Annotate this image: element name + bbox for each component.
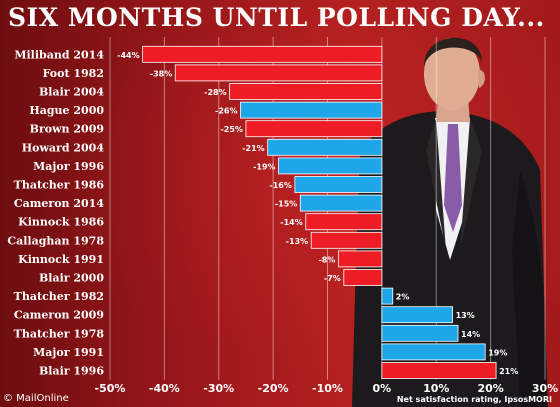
value-label-15: 14% bbox=[461, 330, 480, 339]
value-label-12: -7% bbox=[324, 274, 341, 283]
value-label-5: -21% bbox=[242, 144, 264, 153]
bar-0 bbox=[142, 45, 383, 63]
bar-15 bbox=[381, 324, 459, 342]
value-label-16: 19% bbox=[488, 348, 507, 357]
category-label-6: Major 1996 bbox=[33, 160, 104, 173]
category-label-13: Thatcher 1982 bbox=[14, 290, 104, 303]
category-label-17: Blair 1996 bbox=[39, 365, 104, 378]
x-tick-label-7: 20% bbox=[477, 382, 503, 395]
value-label-0: -44% bbox=[117, 51, 139, 60]
source-note: Net satisfaction rating, IpsosMORI bbox=[396, 395, 552, 404]
category-label-2: Blair 2004 bbox=[39, 86, 104, 99]
value-label-10: -13% bbox=[286, 237, 308, 246]
x-tick-label-4: -10% bbox=[312, 382, 343, 395]
category-label-4: Brown 2009 bbox=[30, 123, 104, 136]
bars bbox=[142, 45, 497, 379]
category-label-16: Major 1991 bbox=[33, 346, 104, 359]
category-label-7: Thatcher 1986 bbox=[14, 179, 105, 192]
category-label-9: Kinnock 1986 bbox=[18, 216, 104, 229]
photo-face bbox=[424, 38, 480, 110]
bar-17 bbox=[381, 362, 497, 379]
x-tick-label-5: 0% bbox=[373, 382, 392, 395]
value-label-7: -16% bbox=[269, 181, 291, 190]
value-label-6: -19% bbox=[253, 162, 275, 171]
photo-lapel-right bbox=[460, 118, 482, 250]
bar-10 bbox=[310, 231, 383, 249]
value-label-1: -38% bbox=[150, 69, 172, 78]
credit-mailonline: © MailOnline bbox=[3, 393, 69, 404]
bar-5 bbox=[267, 138, 383, 156]
bar-12 bbox=[343, 269, 383, 286]
category-label-8: Cameron 2014 bbox=[14, 197, 104, 210]
bar-8 bbox=[299, 194, 383, 212]
bar-11 bbox=[337, 250, 383, 268]
value-label-14: 13% bbox=[456, 311, 475, 320]
value-label-4: -25% bbox=[220, 125, 242, 134]
photo-tie bbox=[444, 124, 462, 232]
photo-ear bbox=[478, 69, 485, 88]
category-label-10: Callaghan 1978 bbox=[7, 234, 104, 247]
category-label-12: Blair 2000 bbox=[39, 272, 104, 285]
value-label-8: -15% bbox=[275, 200, 297, 209]
x-tick-label-2: -30% bbox=[203, 382, 234, 395]
value-label-11: -8% bbox=[318, 255, 335, 264]
category-label-5: Howard 2004 bbox=[22, 141, 105, 154]
chart-title: SIX MONTHS UNTIL POLLING DAY... bbox=[8, 3, 545, 32]
bar-7 bbox=[294, 176, 383, 193]
x-tick-label-3: -20% bbox=[258, 382, 289, 395]
bar-3 bbox=[240, 101, 383, 119]
category-label-14: Cameron 2009 bbox=[14, 309, 104, 322]
bar-9 bbox=[305, 213, 383, 231]
category-label-15: Thatcher 1978 bbox=[14, 327, 105, 340]
category-label-1: Foot 1982 bbox=[43, 67, 104, 80]
category-label-3: Hague 2000 bbox=[29, 104, 104, 117]
x-tick-label-6: 10% bbox=[423, 382, 449, 395]
photo-lapel-left bbox=[426, 118, 446, 250]
value-label-3: -26% bbox=[215, 107, 237, 116]
value-label-2: -28% bbox=[204, 88, 226, 97]
x-tick-label-8: 30% bbox=[532, 382, 558, 395]
value-label-13: 2% bbox=[396, 293, 410, 302]
bar-13 bbox=[381, 287, 394, 305]
photo-hair bbox=[424, 37, 482, 66]
bar-6 bbox=[278, 157, 383, 175]
category-label-11: Kinnock 1991 bbox=[18, 253, 104, 266]
photo-arm-right bbox=[512, 170, 546, 407]
x-tick-label-1: -40% bbox=[149, 382, 180, 395]
bar-1 bbox=[174, 64, 383, 82]
x-tick-label-0: -50% bbox=[95, 382, 126, 395]
bar-4 bbox=[245, 120, 383, 138]
category-labels: Miliband 2014 Foot 1982 Blair 2004 Hague 20… bbox=[7, 48, 104, 377]
value-label-17: 21% bbox=[499, 367, 518, 376]
category-label-0: Miliband 2014 bbox=[14, 48, 104, 61]
bar-14 bbox=[381, 306, 453, 324]
bar-16 bbox=[381, 343, 486, 361]
value-label-9: -14% bbox=[280, 218, 302, 227]
bar-2 bbox=[229, 83, 383, 100]
x-tick-labels: -50% -40% -30% -20% -10% 0% 10% 20% 30% bbox=[95, 382, 559, 395]
value-labels: -44% -38% -28% -26% -25% -21% -19% -16% -15% -14%… bbox=[117, 51, 518, 376]
